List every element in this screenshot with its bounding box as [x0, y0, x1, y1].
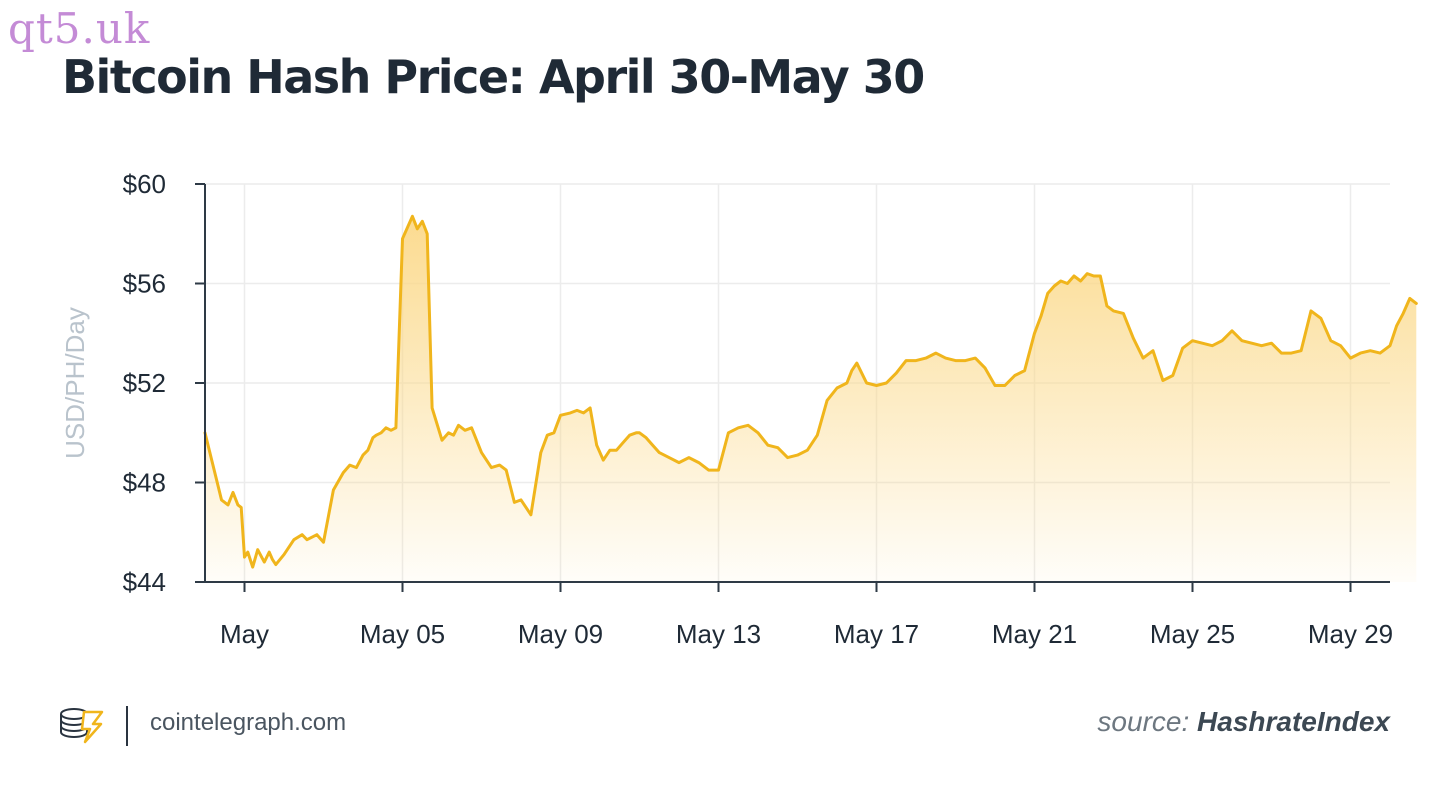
- y-tick-label: $44: [123, 567, 166, 597]
- x-tick-label: May 25: [1150, 619, 1235, 649]
- x-tick-label: May: [220, 619, 269, 649]
- cointelegraph-logo-icon: [58, 704, 104, 744]
- x-tick-label: May 29: [1308, 619, 1393, 649]
- x-tick-label: May 13: [676, 619, 761, 649]
- x-tick-label: May 17: [834, 619, 919, 649]
- y-axis-label: USD/PH/Day: [60, 307, 90, 459]
- source-name: HashrateIndex: [1197, 706, 1390, 737]
- source-prefix: source:: [1097, 706, 1190, 737]
- y-tick-label: $48: [123, 468, 166, 498]
- axes: [195, 183, 1390, 592]
- series-area: [205, 216, 1417, 583]
- y-tick-label: $56: [123, 269, 166, 299]
- series-line: [203, 214, 1418, 569]
- x-tick-label: May 21: [992, 619, 1077, 649]
- x-tick-labels: May May 05 May 09 May 13 May 17 May 21 May 25 M…: [220, 619, 1393, 649]
- footer-divider: [126, 706, 128, 746]
- y-tick-label: $52: [123, 368, 166, 398]
- x-tick-label: May 09: [518, 619, 603, 649]
- y-tick-labels: $44 $48 $52 $56 $60: [123, 169, 166, 597]
- chart-title: Bitcoin Hash Price: April 30-May 30: [62, 50, 925, 104]
- watermark-text: qt5.uk: [8, 4, 151, 53]
- footer-site-link[interactable]: cointelegraph.com: [150, 709, 347, 736]
- x-tick-label: May 05: [360, 619, 445, 649]
- y-tick-label: $60: [123, 169, 166, 199]
- footer-source: source: HashrateIndex: [1097, 706, 1390, 738]
